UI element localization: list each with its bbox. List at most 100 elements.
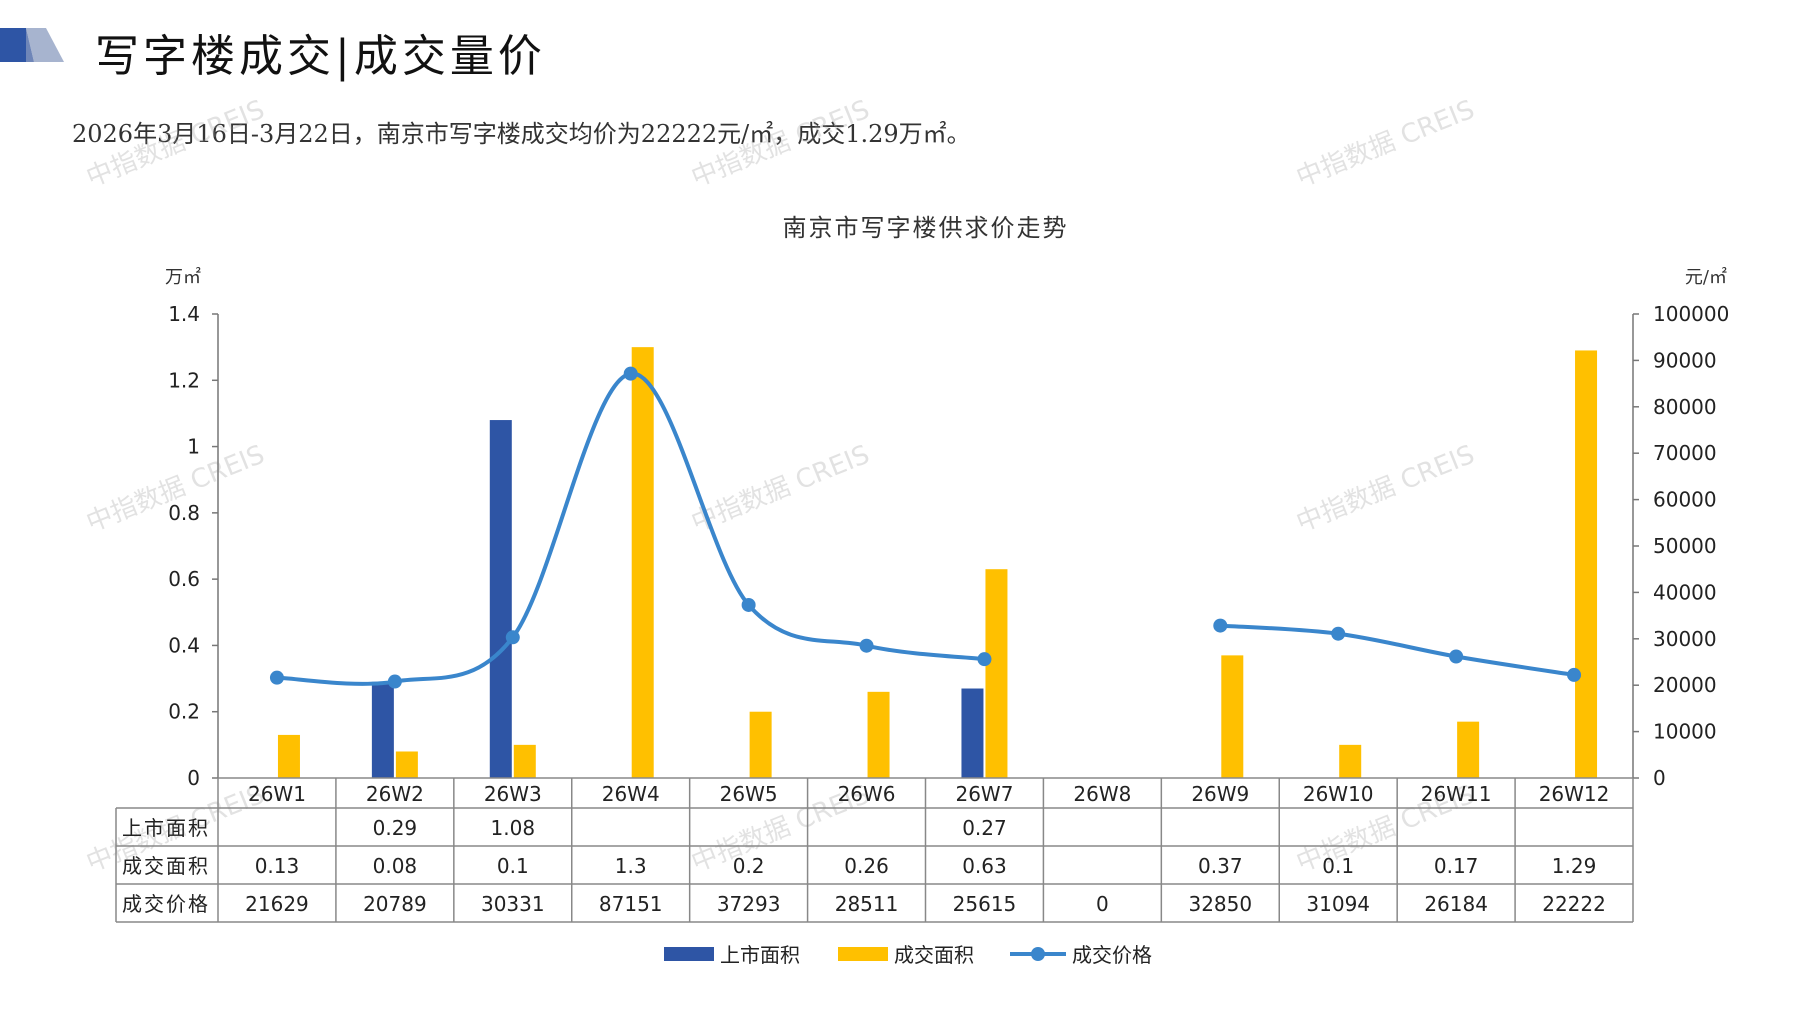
right-axis-tick-label: 50000 [1653,534,1717,558]
left-axis-tick-label: 1 [187,435,200,459]
x-axis-tick-label: 26W4 [602,782,660,806]
bar-sold-area [1575,350,1598,778]
bar-sold-area [1221,655,1244,778]
table-cell-value: 31094 [1306,892,1370,916]
table-cell-value: 0.37 [1198,854,1243,878]
right-axis-unit: 元/㎡ [1685,266,1727,288]
bar-sold-area [1339,744,1362,778]
table-cell-value: 32850 [1188,892,1252,916]
bar-listed-area [489,420,512,778]
x-axis-tick-label: 26W5 [720,782,778,806]
legend-label-sold: 成交面积 [894,943,974,967]
x-axis-tick-label: 26W6 [838,782,896,806]
price-point [977,652,992,667]
left-axis-tick-label: 0.4 [168,633,200,657]
right-axis-tick-label: 70000 [1653,441,1717,465]
right-axis-tick-label: 60000 [1653,488,1717,512]
left-axis-tick-label: 0 [187,766,200,790]
legend-swatch-sold [838,947,888,961]
x-axis-tick-label: 26W10 [1303,782,1374,806]
table-cell-value: 25615 [953,892,1017,916]
bar-sold-area [867,691,890,778]
bar-sold-area [631,347,654,778]
table-cell-value: 1.3 [615,854,647,878]
legend-swatch-price-point [1031,947,1045,961]
table-row-label: 上市面积 [122,816,210,840]
table-cell-value: 0.27 [962,816,1007,840]
left-axis-unit: 万㎡ [165,266,201,288]
left-axis-tick-label: 1.4 [168,302,200,326]
price-point [1567,667,1582,682]
table-cell-value: 87151 [599,892,663,916]
price-point [269,670,284,685]
summary-text: 2026年3月16日-3月22日，南京市写字楼成交均价为22222元/㎡，成交1… [72,120,971,148]
right-axis-tick-label: 20000 [1653,673,1717,697]
table-row-label: 成交面积 [122,854,210,878]
table-cell-value: 0.2 [733,854,765,878]
x-axis-tick-label: 26W12 [1539,782,1610,806]
table-cell-value: 0.08 [373,854,418,878]
x-axis-tick-label: 26W9 [1191,782,1249,806]
table-cell-value: 22222 [1542,892,1606,916]
table-cell-value: 0.26 [844,854,889,878]
table-cell-value: 20789 [363,892,427,916]
table-cell-value: 0.1 [497,854,529,878]
x-axis-tick-label: 26W8 [1073,782,1131,806]
legend-label-listed: 上市面积 [720,943,800,967]
price-line [1220,623,1575,677]
price-point [623,366,638,381]
chart-title: 南京市写字楼供求价走势 [783,214,1069,242]
table-cell-value: 0.1 [1322,854,1354,878]
bar-sold-area [395,751,418,778]
right-axis-tick-label: 10000 [1653,720,1717,744]
legend-label-price: 成交价格 [1072,943,1152,967]
table-cell-value: 0.17 [1434,854,1479,878]
page-title: 写字楼成交|成交量价 [95,31,546,82]
header-logo-icon [0,28,64,62]
price-point [387,674,402,689]
x-axis-tick-label: 26W1 [248,782,306,806]
price-line [276,371,985,686]
table-cell-value: 30331 [481,892,545,916]
left-axis-tick-label: 0.8 [168,501,200,525]
table-cell-value: 0.63 [962,854,1007,878]
table-cell-value: 0.29 [373,816,418,840]
bar-sold-area [277,734,300,778]
table-cell-value: 0 [1096,892,1109,916]
left-axis-tick-label: 0.2 [168,700,200,724]
table-cell-value: 1.29 [1552,854,1597,878]
bar-sold-area [1457,721,1480,778]
price-point [859,638,874,653]
left-axis-tick-label: 1.2 [168,368,200,392]
right-axis-tick-label: 30000 [1653,627,1717,651]
right-axis-tick-label: 0 [1653,766,1666,790]
x-axis-tick-label: 26W7 [955,782,1013,806]
right-axis-tick-label: 40000 [1653,580,1717,604]
bar-listed-area [371,681,394,778]
table-cell-value: 21629 [245,892,309,916]
price-point [1331,626,1346,641]
price-point [741,597,756,612]
bar-listed-area [961,688,984,778]
x-axis-tick-label: 26W2 [366,782,424,806]
right-axis-tick-label: 90000 [1653,348,1717,372]
x-axis-tick-label: 26W11 [1421,782,1492,806]
table-cell-value: 26184 [1424,892,1488,916]
right-axis-tick-label: 80000 [1653,395,1717,419]
table-cell-value: 0.13 [255,854,300,878]
legend-swatch-listed [664,947,714,961]
bar-sold-area [513,744,536,778]
bar-sold-area [985,569,1008,778]
price-point [1449,649,1464,664]
bar-sold-area [749,711,772,778]
table-cell-value: 28511 [835,892,899,916]
right-axis-tick-label: 100000 [1653,302,1729,326]
price-point [505,630,520,645]
table-cell-value: 1.08 [491,816,536,840]
left-axis-tick-label: 0.6 [168,567,200,591]
table-row-label: 成交价格 [122,892,210,916]
table-cell-value: 37293 [717,892,781,916]
x-axis-tick-label: 26W3 [484,782,542,806]
price-point [1213,618,1228,633]
